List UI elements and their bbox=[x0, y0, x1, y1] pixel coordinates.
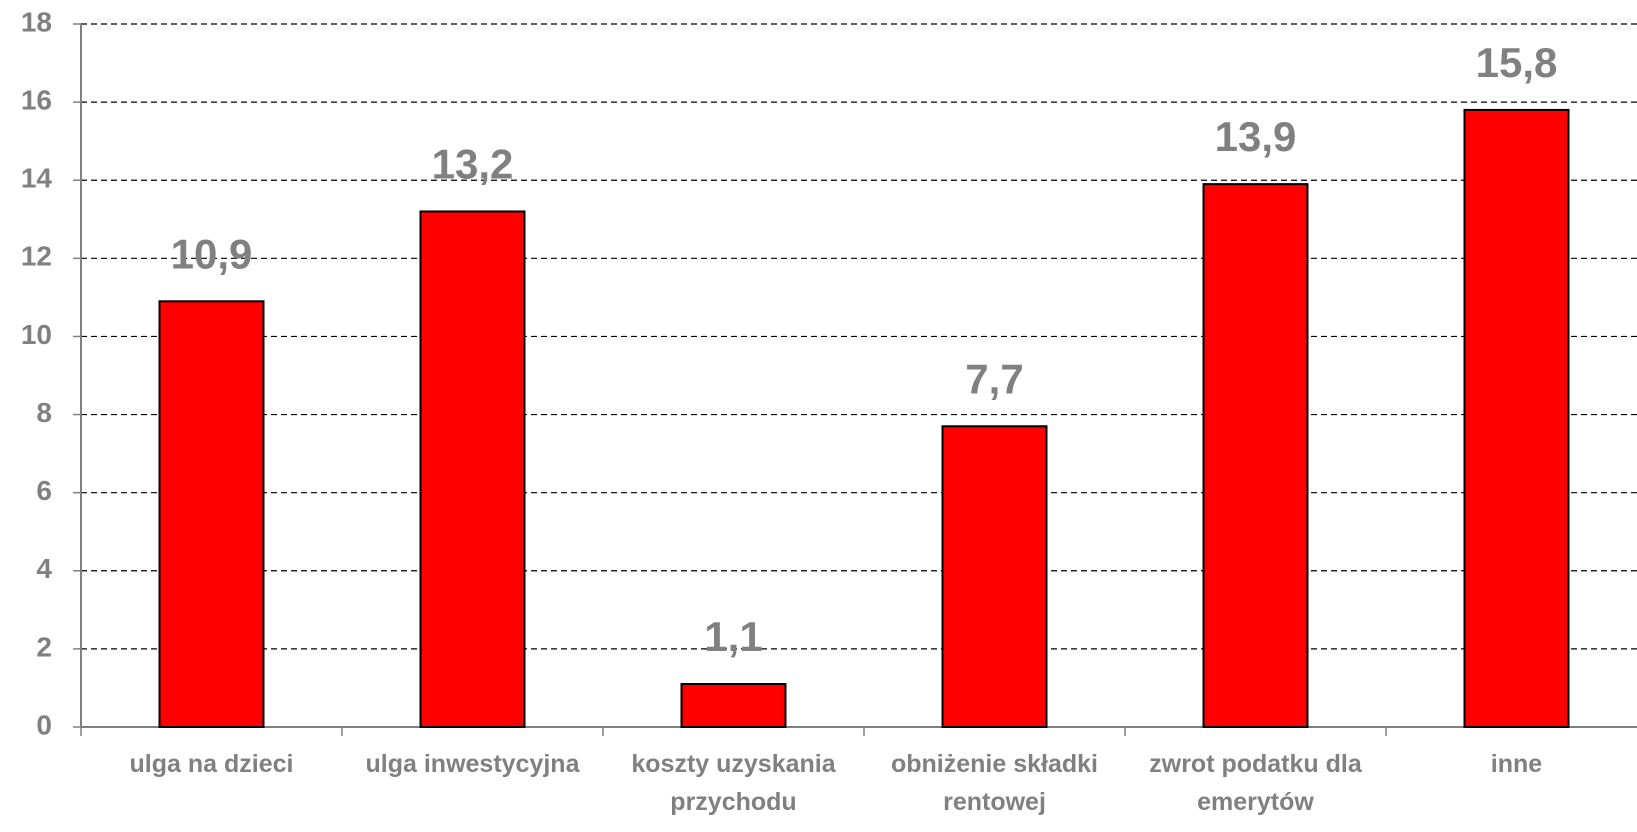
y-tick-label: 4 bbox=[36, 553, 52, 584]
x-tick-label: ulga inwestycyjna bbox=[365, 750, 580, 778]
y-tick-label: 12 bbox=[21, 241, 52, 272]
x-tick-label: ulga na dzieci bbox=[129, 750, 294, 778]
y-tick-label: 0 bbox=[36, 709, 52, 740]
bar bbox=[1202, 183, 1309, 728]
data-label: 15,8 bbox=[1476, 39, 1558, 86]
data-label: 13,2 bbox=[432, 141, 514, 188]
x-tick-label: koszty uzyskania przychodu bbox=[631, 750, 836, 816]
bar bbox=[680, 683, 787, 728]
y-tick-label: 18 bbox=[21, 6, 52, 37]
y-tick-label: 10 bbox=[21, 319, 52, 350]
y-tick-label: 16 bbox=[21, 85, 52, 116]
y-tick-label: 2 bbox=[36, 631, 52, 662]
bar bbox=[419, 210, 526, 728]
y-tick-label: 8 bbox=[36, 397, 52, 428]
x-tick-label: obniżenie składki rentowej bbox=[890, 750, 1098, 816]
bar bbox=[158, 300, 265, 728]
bar bbox=[1463, 108, 1570, 728]
x-tick-label: zwrot podatku dla emerytów bbox=[1149, 750, 1362, 816]
y-tick-label: 6 bbox=[36, 475, 52, 506]
x-tick-label: inne bbox=[1490, 750, 1543, 778]
data-label: 7,7 bbox=[965, 355, 1023, 402]
data-label: 13,9 bbox=[1215, 113, 1297, 160]
bar bbox=[941, 425, 1048, 728]
data-label: 1,1 bbox=[704, 613, 762, 660]
y-tick-label: 14 bbox=[21, 163, 53, 194]
data-label: 10,9 bbox=[171, 230, 253, 277]
